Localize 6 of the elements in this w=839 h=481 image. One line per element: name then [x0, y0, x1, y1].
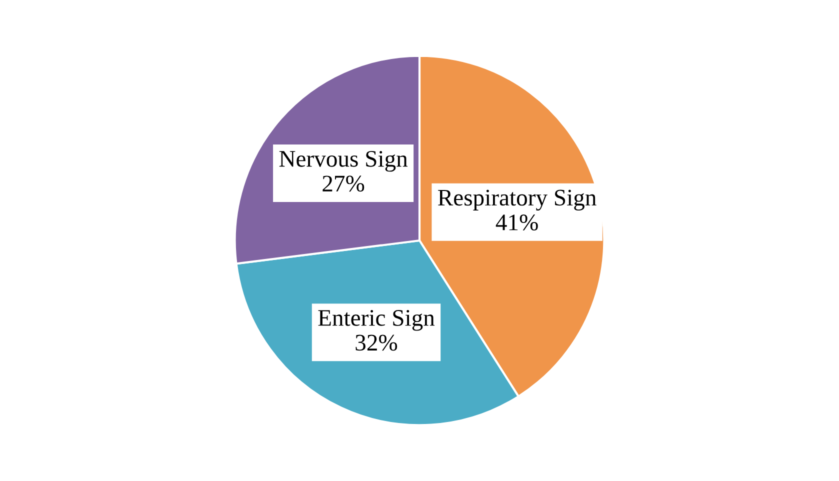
slice-label: Nervous Sign: [279, 150, 408, 172]
data-label: 27%: [322, 176, 364, 192]
data-label: 32%: [356, 334, 398, 351]
slice-label: Respiratory Sign: [438, 190, 596, 211]
data-label: 41%: [496, 214, 538, 230]
slice-label: Enteric Sign: [318, 310, 435, 331]
